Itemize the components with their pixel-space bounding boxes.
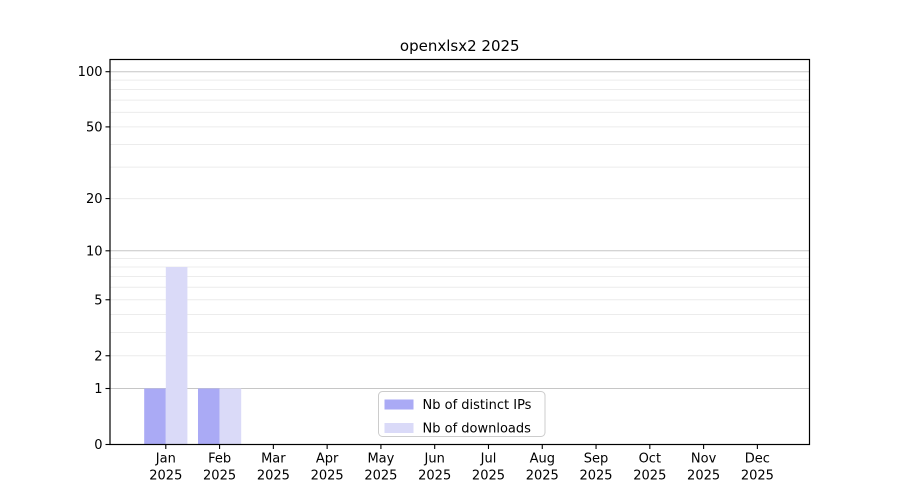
x-tick-label-month: Mar	[261, 452, 286, 467]
y-tick-label: 2	[94, 349, 102, 364]
y-tick-label: 10	[86, 244, 103, 259]
bars	[144, 267, 242, 445]
chart-title: openxlsx2 2025	[400, 37, 520, 55]
y-tick-label: 0	[94, 438, 102, 453]
x-tick-label-month: Feb	[208, 452, 231, 467]
bar-feb-series1	[219, 388, 242, 445]
y-axis: 0 1 2 5 10 20 50 100	[78, 65, 110, 453]
legend: Nb of distinct IPs Nb of downloads	[378, 391, 546, 437]
x-tick-label-month: Apr	[316, 452, 339, 467]
x-tick-label-month: Aug	[530, 452, 555, 467]
y-tick-label: 50	[86, 120, 103, 135]
bar-jan-series0	[144, 388, 166, 445]
x-tick-label-year: 2025	[633, 469, 666, 484]
x-tick-label-year: 2025	[203, 469, 236, 484]
x-tick-label-year: 2025	[741, 469, 774, 484]
x-tick-label-month: May	[367, 452, 394, 467]
x-axis: Jan 2025 Feb 2025 Mar 2025 Apr 2025 May 2025 Jun 20…	[149, 444, 774, 484]
x-tick-label-month: Jun	[424, 452, 445, 467]
bar-feb-series0	[197, 388, 220, 445]
x-tick-label-month: Nov	[691, 452, 717, 467]
x-tick-label-year: 2025	[687, 469, 720, 484]
plot-border	[109, 58, 811, 446]
x-tick-label-month: Sep	[584, 452, 609, 467]
bar-jan-series1	[165, 267, 188, 445]
x-tick-label-year: 2025	[257, 469, 290, 484]
y-tick-label: 20	[86, 192, 103, 207]
x-tick-label-month: Jul	[480, 452, 497, 467]
legend-swatch	[384, 399, 414, 410]
x-tick-label-year: 2025	[579, 469, 612, 484]
legend-box	[378, 391, 546, 437]
x-tick-label-year: 2025	[364, 469, 397, 484]
y-tick-label: 100	[78, 65, 103, 80]
legend-swatch	[384, 423, 414, 433]
x-tick-label-month: Oct	[639, 452, 661, 467]
x-tick-label-year: 2025	[311, 469, 344, 484]
y-tick-label: 5	[94, 293, 102, 308]
x-tick-label-year: 2025	[526, 469, 559, 484]
x-tick-label-year: 2025	[472, 469, 505, 484]
legend-label: Nb of downloads	[423, 422, 532, 437]
x-tick-label-month: Jan	[155, 452, 176, 467]
gridlines	[110, 71, 810, 390]
y-tick-label: 1	[94, 382, 102, 397]
x-tick-label-year: 2025	[418, 469, 451, 484]
x-tick-label-month: Dec	[745, 452, 770, 467]
x-tick-label-year: 2025	[149, 469, 182, 484]
legend-label: Nb of distinct IPs	[423, 398, 532, 413]
